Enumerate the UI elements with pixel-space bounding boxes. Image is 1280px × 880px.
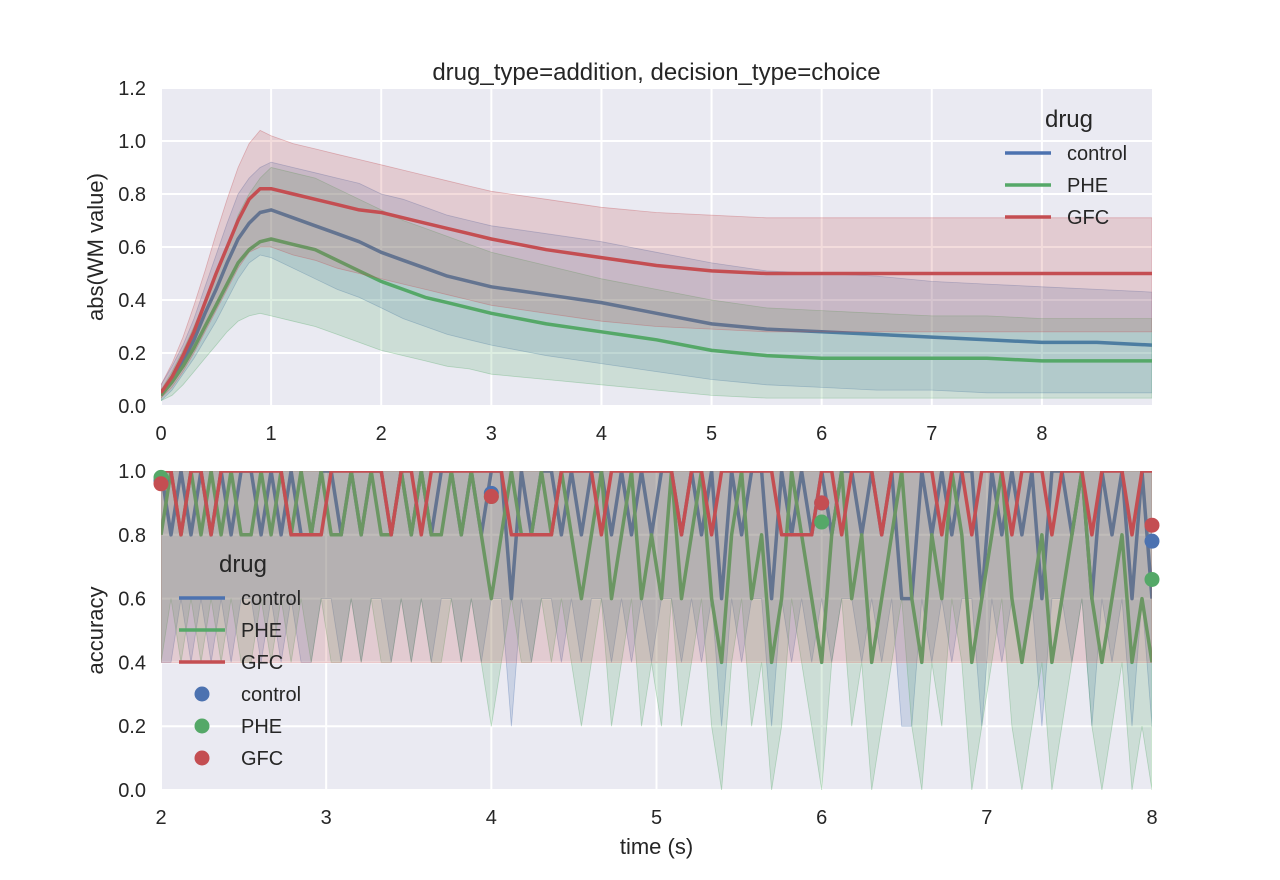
x-tick-label: 0 [155,423,166,445]
y-tick-label: 0.0 [118,396,146,418]
y-tick-label: 1.2 [118,78,146,100]
y-tick-label: 0.8 [118,184,146,206]
point-phe [814,514,830,530]
legend-bottom: drug control PHE GFC control PHE GFC [179,551,301,770]
y-tick-label: 1.0 [118,461,146,483]
legend-top: drug control PHE GFC [1005,106,1127,229]
legend-label-gfc: GFC [241,748,283,770]
x-tick-label: 2 [376,423,387,445]
ci-band-gfc [161,471,1152,663]
series-line-control [161,208,1152,394]
legend-title: drug [219,551,267,578]
plot-marks [161,129,1152,402]
point-control [1144,533,1160,549]
x-tick-label: 5 [706,423,717,445]
legend-title: drug [1045,106,1093,133]
y-axis-label: abs(WM value) [83,173,108,321]
x-tick-label: 5 [651,807,662,829]
x-tick-label: 7 [926,423,937,445]
y-tick-label: 0.0 [118,780,146,802]
legend-label-phe: PHE [1067,175,1108,197]
point-gfc [153,476,169,492]
legend-label-phe: PHE [241,620,282,642]
legend-swatch-marker-gfc [194,750,210,766]
y-tick-label: 1.0 [118,131,146,153]
series-line-phe [161,237,1152,397]
point-gfc [483,489,499,505]
x-tick-label: 4 [596,423,607,445]
legend-label-gfc: GFC [241,652,283,674]
x-tick-label: 3 [321,807,332,829]
series-line-gfc [161,186,1152,394]
y-tick-label: 0.6 [118,237,146,259]
y-axis-label: accuracy [83,586,108,674]
legend-label-control: control [241,588,301,610]
chart-title: drug_type=addition, decision_type=choice [432,59,880,86]
legend-label-control: control [1067,143,1127,165]
x-axis-label: time (s) [620,834,693,859]
x-tick-label: 1 [266,423,277,445]
plot-marks [161,471,1152,790]
series-line-gfc [161,471,1152,537]
y-tick-label: 0.4 [118,290,146,312]
x-tick-label: 7 [981,807,992,829]
legend-label-control: control [241,684,301,706]
x-tick-label: 4 [486,807,497,829]
ci-band-control [161,161,1152,402]
top-panel-wmvalue: 0 1 2 3 4 5 6 7 8 0.0 0.2 0.4 0.6 0.8 1.0 1.2 drug_type=… [83,59,1152,445]
ci-band-phe [161,167,1152,402]
legend-label-phe: PHE [241,716,282,738]
y-tick-label: 0.8 [118,525,146,547]
x-tick-label: 8 [1036,423,1047,445]
x-tick-label: 6 [816,423,827,445]
legend-label-gfc: GFC [1067,207,1109,229]
x-tick-label: 2 [155,807,166,829]
legend-swatch-marker-phe [194,718,210,734]
y-tick-label: 0.2 [118,343,146,365]
point-gfc [814,495,830,511]
point-phe [1144,571,1160,587]
legend-swatch-marker-control [194,686,210,702]
y-tick-label: 0.2 [118,716,146,738]
y-tick-label: 0.4 [118,652,146,674]
series-line-control [161,471,1152,601]
bottom-panel-accuracy: 2 3 4 5 6 7 8 0.0 0.2 0.4 0.6 0.8 1.0 time (s) accurac… [83,461,1160,859]
point-gfc [1144,517,1160,533]
y-tick-label: 0.6 [118,589,146,611]
x-tick-label: 6 [816,807,827,829]
ci-band-phe [161,471,1152,790]
ci-band-control [161,471,1152,727]
x-tick-label: 8 [1146,807,1157,829]
x-tick-label: 3 [486,423,497,445]
